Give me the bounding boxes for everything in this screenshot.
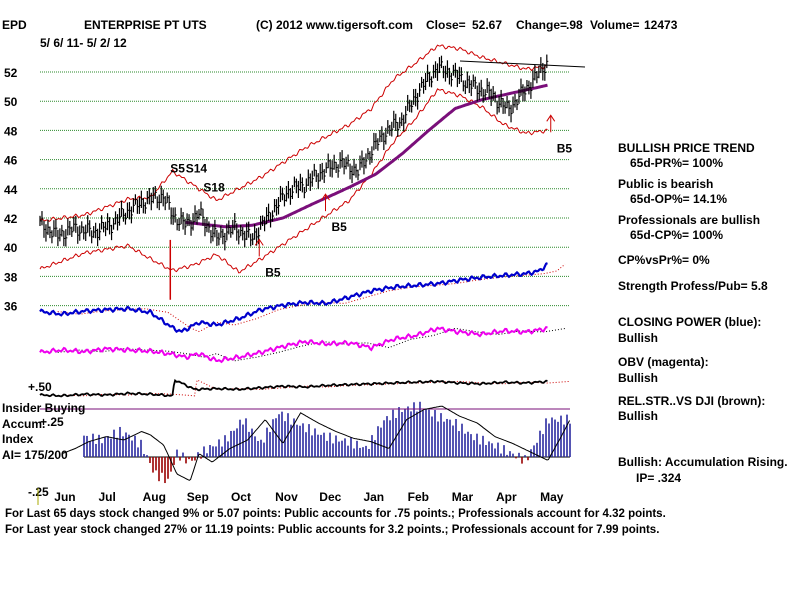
signal-label: S5 [170,162,185,176]
buy-arrowhead [321,193,330,201]
y-tick-label: 52 [4,66,18,80]
relstr-ma [62,379,570,397]
company-name: ENTERPRISE PT UTS [84,18,207,32]
buy-arrowhead [254,238,264,246]
closing-power-status: Bullish [618,331,659,345]
y-tick-label: 50 [4,95,18,109]
x-tick-label: Jun [54,490,75,504]
insider-buying-label: Insider Buying [2,401,85,415]
x-tick-label: Feb [408,490,429,504]
trend-title: BULLISH PRICE TREND [618,141,755,155]
buy-arrowhead [546,114,556,122]
x-tick-label: Apr [496,490,517,504]
accum-status: Bullish: Accumulation Rising. [618,455,788,469]
accum-ma [61,405,571,481]
pr-value: 65d-PR%= 100% [630,156,724,170]
relstr-plus50-label: +.50 [28,380,52,394]
accum-plus25-label: +.25 [40,415,64,429]
y-tick-label: 42 [4,212,18,226]
x-tick-label: Mar [452,490,474,504]
copyright: (C) 2012 www.tigersoft.com [256,18,413,32]
y-tick-label: 48 [4,124,18,138]
change-value: .98 [566,18,583,32]
upper-band-line [39,44,548,222]
op-value: 65d-OP%= 14.1% [630,192,728,206]
change-label: Change= [516,18,567,32]
resistance-trendline [459,60,586,68]
x-tick-label: Oct [231,490,251,504]
index-label: Index [2,432,34,446]
y-tick-label: 44 [4,183,18,197]
y-tick-label: 38 [4,270,18,284]
moving-average-line [185,83,548,229]
x-tick-label: Nov [275,490,298,504]
signal-label: B5 [265,265,281,279]
close-label: Close= [426,18,466,32]
signal-label: S18 [203,181,225,195]
strength-ratio: Strength Profess/Pub= 5.8 [618,279,768,293]
cp-value: 65d-CP%= 100% [630,228,724,242]
price-gridlines [40,71,570,307]
accumulation-index-bars [83,401,571,484]
obv-line [39,325,548,364]
volume-value: 12473 [644,18,678,32]
relstr-title: REL.STR..VS DJI (brown): [618,394,766,408]
x-tick-label: Jan [363,490,384,504]
x-axis-month-labels: Jun Jul Aug Sep Oct Nov Dec Jan Feb Mar Apr May [54,490,564,504]
obv-status: Bullish [618,371,659,385]
relstr-status: Bullish [618,409,659,423]
x-tick-label: Aug [143,490,166,504]
x-tick-label: Jul [98,490,115,504]
professionals-status: Professionals are bullish [618,213,761,227]
signal-label: B5 [557,141,573,155]
volume-label: Volume= [590,18,639,32]
closing-power-title: CLOSING POWER (blue): [618,315,762,329]
date-range: 5/ 6/ 11- 5/ 2/ 12 [40,36,127,50]
ai-label: AI= 175/200 [2,448,68,462]
y-tick-label: 40 [4,241,18,255]
cp-vs-pr: CP%vsPr%= 0% [618,253,710,267]
relstr-line [39,378,548,398]
series-lines [39,44,571,481]
y-tick-label: 36 [4,300,18,314]
accum-minus25-label: -.25 [28,485,49,499]
buy-sell-signals: S5 S14 S18 B5 B5 B5 [170,114,573,279]
public-status: Public is bearish [618,177,714,191]
ticker-symbol: EPD [2,18,27,32]
x-tick-label: Sep [187,490,209,504]
obv-title: OBV (magenta): [618,355,709,369]
x-tick-label: May [540,490,564,504]
footer-year: For Last year stock changed 27% or 11.19… [5,524,660,536]
signal-label: S14 [186,162,208,176]
closing-power-line [39,262,548,333]
ip-value: IP= .324 [636,471,682,485]
y-axis-ticks: 36 38 40 42 44 46 48 50 52 [4,66,18,314]
signal-label: B5 [332,220,348,234]
close-value: 52.67 [472,18,502,32]
accum-label: Accum. [2,417,45,431]
x-tick-label: Dec [319,490,341,504]
closing-power-ma [57,263,566,333]
lower-band-line [39,88,548,274]
obv-ma [57,327,566,362]
y-tick-label: 46 [4,154,18,168]
footer-65-day: For Last 65 days stock changed 9% or 5.0… [5,508,666,520]
